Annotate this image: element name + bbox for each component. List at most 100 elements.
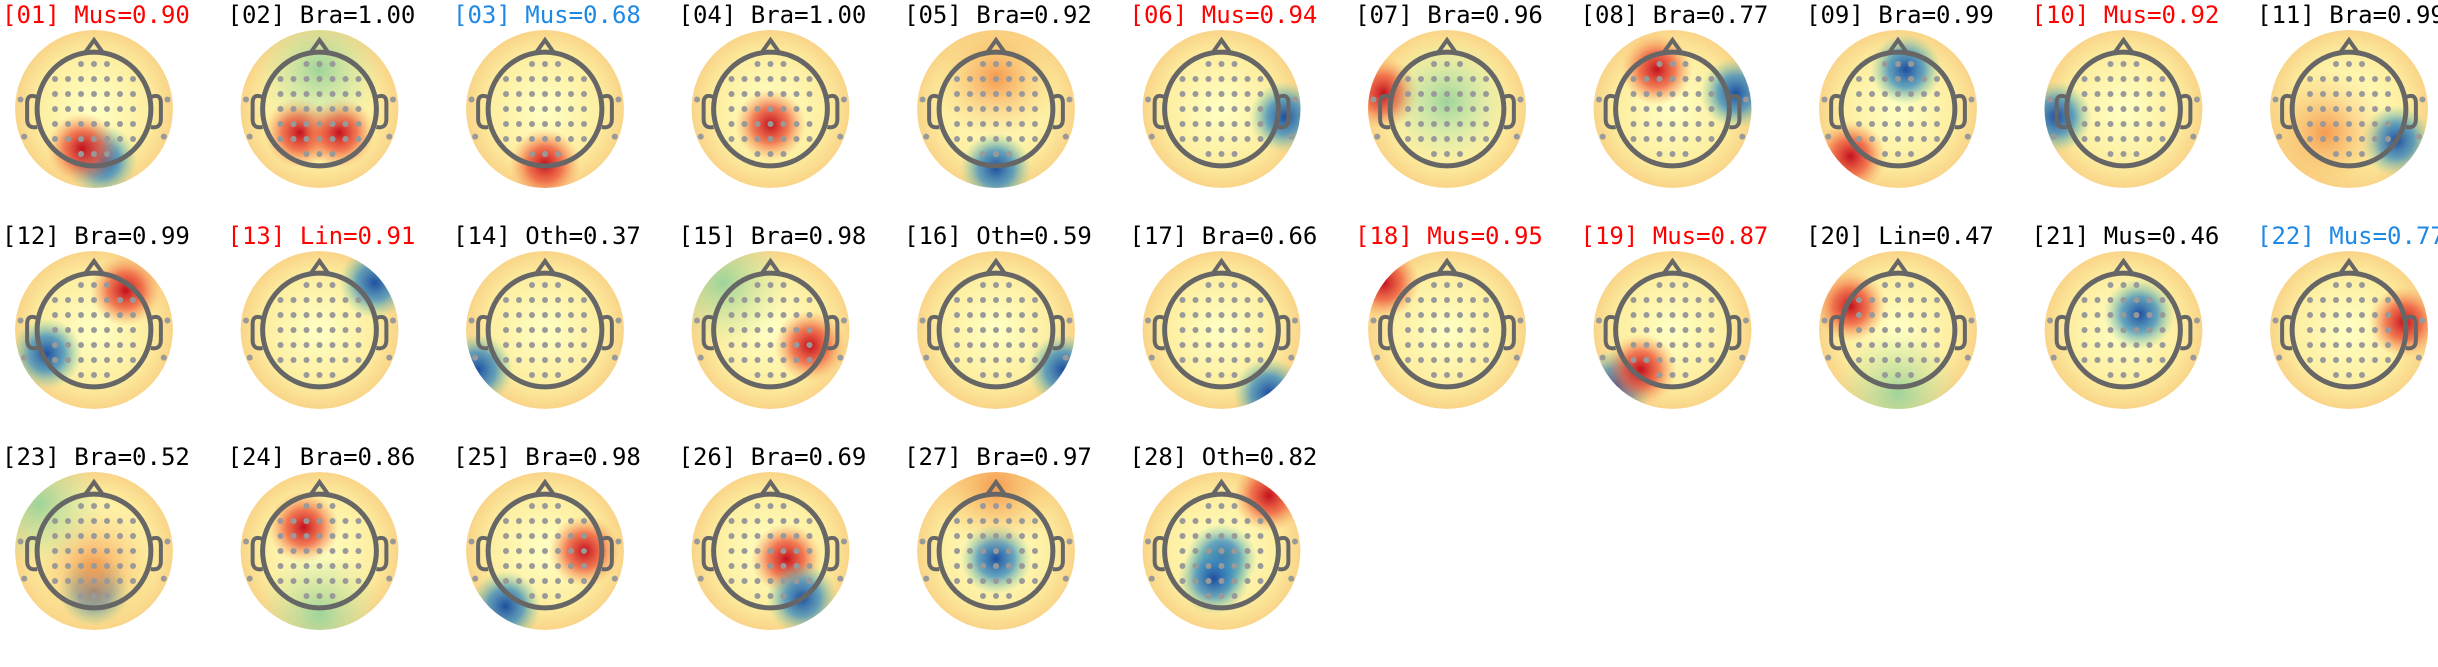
electrode <box>342 357 349 363</box>
electrode <box>1179 91 1186 97</box>
electrode <box>277 327 284 333</box>
electrode <box>2320 357 2326 363</box>
electrode <box>1192 563 1199 569</box>
electrode <box>2193 317 2200 324</box>
electrode <box>780 548 787 554</box>
electrode <box>1218 76 1225 82</box>
electrode <box>2372 342 2378 348</box>
head-outline <box>711 491 830 611</box>
electrode <box>1882 357 1888 363</box>
nose <box>1435 257 1459 277</box>
ear-left <box>1152 314 1166 351</box>
electrode <box>1218 91 1225 97</box>
electrode <box>1470 106 1476 112</box>
ear-right <box>1052 93 1065 130</box>
electrode <box>78 327 84 333</box>
electrode <box>993 106 999 112</box>
electrode <box>342 76 349 82</box>
electrode <box>1656 342 1663 348</box>
component-label: [02] Bra=1.00 <box>228 1 416 29</box>
electrode <box>1218 372 1225 378</box>
electrode <box>1019 342 1025 348</box>
electrode <box>1856 342 1862 348</box>
electrode <box>2307 342 2313 348</box>
electrode <box>1457 151 1463 157</box>
electrode <box>2346 342 2352 348</box>
electrode <box>767 342 774 348</box>
electrode <box>1179 578 1186 584</box>
electrode <box>65 548 71 554</box>
electrode <box>568 578 574 584</box>
electrode <box>1643 76 1650 82</box>
electrode <box>2359 106 2365 112</box>
ear-right <box>1728 93 1742 130</box>
electrode <box>1218 533 1225 539</box>
electrode <box>516 327 522 333</box>
electrode <box>1599 354 1606 361</box>
electrode <box>1179 106 1186 112</box>
electrode <box>52 357 58 363</box>
electrode <box>741 297 748 303</box>
electrode <box>1483 297 1489 303</box>
electrode <box>837 575 844 582</box>
electrode <box>389 96 396 103</box>
electrode <box>1032 578 1038 584</box>
electrode <box>1244 312 1251 318</box>
component: [21] Mus=0.46 <box>2032 222 2219 409</box>
electrode <box>2133 282 2140 288</box>
electrode <box>1405 357 1411 363</box>
electrode <box>1218 518 1225 524</box>
component-label: [23] Bra=0.52 <box>2 443 190 471</box>
electrode <box>2385 106 2391 112</box>
electrode <box>246 575 253 582</box>
electrode <box>1006 136 1012 142</box>
electrode <box>980 91 986 97</box>
electrode <box>542 76 548 82</box>
electrode <box>516 357 522 363</box>
electrode <box>993 357 999 363</box>
component: [22] Mus=0.77 <box>2257 222 2438 409</box>
electrode <box>1470 357 1476 363</box>
component: [03] Mus=0.68 <box>453 1 641 188</box>
electrode <box>65 533 71 539</box>
ear-right <box>826 314 840 351</box>
electrode <box>780 578 787 584</box>
electrode <box>780 327 787 333</box>
nose <box>758 36 783 56</box>
electrode <box>780 357 787 363</box>
electrode <box>104 91 110 97</box>
electrode <box>329 151 336 157</box>
electrode <box>1032 563 1038 569</box>
electrode <box>2146 121 2153 127</box>
electrode <box>316 578 323 584</box>
electrode <box>694 96 701 103</box>
electrode <box>529 76 535 82</box>
electrode <box>2333 151 2339 157</box>
electrode <box>1921 91 1927 97</box>
electrode <box>1856 121 1862 127</box>
electrode <box>1695 91 1702 97</box>
electrode <box>303 518 310 524</box>
electrode <box>967 312 973 318</box>
electrode <box>1895 151 1901 157</box>
electrode <box>52 548 58 554</box>
electrode <box>246 133 253 140</box>
electrode <box>1643 121 1650 127</box>
electrode <box>1218 578 1225 584</box>
electrode <box>1908 282 1914 288</box>
component: [15] Bra=0.98 <box>679 222 866 409</box>
electrode <box>243 317 250 324</box>
electrode <box>78 578 84 584</box>
head-outline <box>2064 49 2183 169</box>
electrode <box>329 312 336 318</box>
electrode <box>2107 357 2114 363</box>
electrode <box>568 357 574 363</box>
electrode <box>1418 91 1424 97</box>
electrode <box>1257 357 1264 363</box>
electrode <box>1257 578 1264 584</box>
map-blob <box>1249 81 1301 153</box>
electrode <box>954 106 960 112</box>
electrode <box>555 312 561 318</box>
electrode <box>1656 357 1663 363</box>
electrode <box>555 136 561 142</box>
